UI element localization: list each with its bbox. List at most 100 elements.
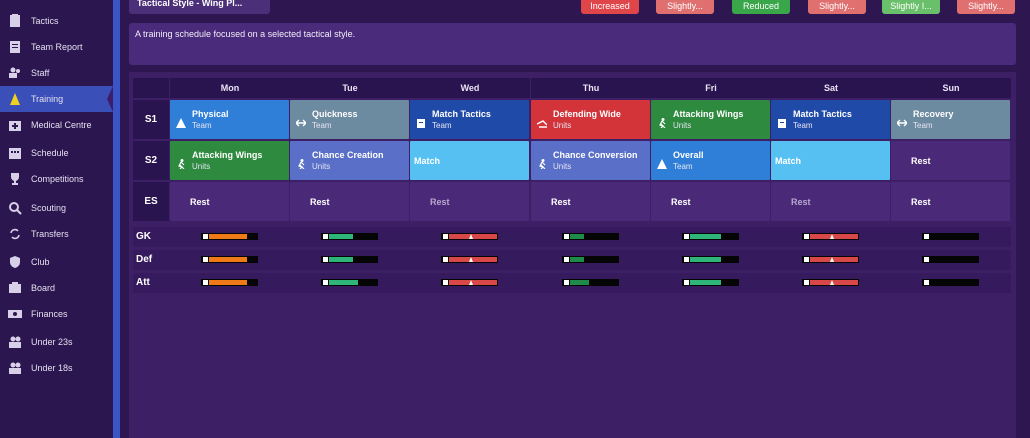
day-header-sun: Sun xyxy=(891,78,1011,98)
training-session-cell[interactable]: Physical Team xyxy=(170,100,289,139)
sidebar-item-tactics[interactable]: Tactics xyxy=(0,8,113,34)
extra-session-cell[interactable]: Rest xyxy=(410,182,529,221)
tactical-style-dropdown[interactable]: Tactical Style - Wing Pl... xyxy=(129,0,270,14)
runner-icon xyxy=(176,156,186,169)
training-session-cell[interactable]: Match Tactics Team xyxy=(771,100,890,139)
training-session-cell[interactable]: Attacking Wings Units xyxy=(651,100,770,139)
session-text: Attacking Wings Units xyxy=(673,109,743,130)
load-fill xyxy=(449,257,497,262)
load-fill xyxy=(570,234,584,239)
load-marker-icon xyxy=(684,234,689,239)
runner-icon xyxy=(296,156,306,169)
cone-icon xyxy=(8,92,22,106)
training-session-cell[interactable]: Rest xyxy=(891,141,1010,180)
session-text: Chance Creation Units xyxy=(312,150,384,171)
training-load-meter xyxy=(562,256,619,263)
sidebar-item-under-18s[interactable]: Under 18s xyxy=(0,355,113,381)
extra-session-cell[interactable]: Rest xyxy=(771,182,890,221)
row-header-s1: S1 xyxy=(133,100,169,139)
training-session-cell[interactable]: Recovery Team xyxy=(891,100,1010,139)
sidebar-item-label: Schedule xyxy=(31,148,69,158)
training-load-meter xyxy=(922,279,979,286)
sidebar-item-label: Competitions xyxy=(31,174,84,184)
intensity-pill[interactable]: Slightly I... xyxy=(882,0,940,14)
training-load-meter xyxy=(321,233,378,240)
sidebar-item-label: Medical Centre xyxy=(31,120,92,130)
sidebar-item-medical-centre[interactable]: Medical Centre xyxy=(0,112,113,138)
training-load-meter xyxy=(802,279,859,286)
load-marker-icon xyxy=(924,257,929,262)
session-focus: Team xyxy=(793,121,813,130)
sidebar-item-label: Club xyxy=(31,257,50,267)
sidebar-item-schedule[interactable]: Schedule xyxy=(0,140,113,166)
training-session-cell[interactable]: Defending Wide Units xyxy=(531,100,650,139)
tackle-icon xyxy=(536,115,548,128)
sidebar-item-finances[interactable]: Finances xyxy=(0,301,113,327)
sidebar-item-staff[interactable]: Staff xyxy=(0,60,113,86)
training-session-cell[interactable]: Attacking Wings Units xyxy=(170,141,289,180)
extra-session-cell[interactable]: Rest xyxy=(891,182,1010,221)
training-load-meter xyxy=(201,256,258,263)
training-load-meter xyxy=(201,279,258,286)
medical-icon xyxy=(8,118,22,132)
session-name: Match Tactics xyxy=(432,109,491,119)
session-name: Attacking Wings xyxy=(673,109,744,119)
sidebar-item-board[interactable]: Board xyxy=(0,275,113,301)
sidebar-item-team-report[interactable]: Team Report xyxy=(0,34,113,60)
sidebar-item-training[interactable]: Training xyxy=(0,86,113,112)
youth-icon xyxy=(8,361,22,375)
intensity-pill[interactable]: Slightly... xyxy=(656,0,714,14)
sidebar-item-competitions[interactable]: Competitions xyxy=(0,166,113,192)
load-row-label: Att xyxy=(136,277,150,288)
intensity-pill[interactable]: Slightly... xyxy=(957,0,1015,14)
session-name: Rest xyxy=(190,196,210,207)
intensity-pill[interactable]: Increased xyxy=(581,0,639,14)
load-fill xyxy=(810,257,858,262)
training-session-cell[interactable]: Chance Creation Units xyxy=(290,141,409,180)
sidebar-item-transfers[interactable]: Transfers xyxy=(0,221,113,247)
extra-session-cell[interactable]: Rest xyxy=(170,182,289,221)
training-session-cell[interactable]: Overall Team xyxy=(651,141,770,180)
sidebar-item-under-23s[interactable]: Under 23s xyxy=(0,329,113,355)
training-load-meter xyxy=(922,233,979,240)
sidebar-item-label: Under 23s xyxy=(31,337,73,347)
sidebar-item-scouting[interactable]: Scouting xyxy=(0,195,113,221)
extra-session-cell[interactable]: Rest xyxy=(651,182,770,221)
session-focus: Team xyxy=(913,121,933,130)
training-load-meter xyxy=(321,256,378,263)
training-session-cell[interactable]: Match xyxy=(771,141,890,180)
warning-icon xyxy=(469,280,473,285)
report-icon xyxy=(8,40,22,54)
load-marker-icon xyxy=(924,280,929,285)
trophy-icon xyxy=(8,172,22,186)
load-marker-icon xyxy=(564,234,569,239)
intensity-pill[interactable]: Slightly... xyxy=(808,0,866,14)
load-fill xyxy=(329,257,353,262)
training-session-cell[interactable]: Chance Conversion Units xyxy=(531,141,650,180)
session-text: Quickness Team xyxy=(312,109,358,130)
session-name: Rest xyxy=(430,196,450,207)
money-icon xyxy=(8,307,22,321)
sidebar-item-club[interactable]: Club xyxy=(0,249,113,275)
load-marker-icon xyxy=(564,257,569,262)
session-name: Chance Conversion xyxy=(553,150,638,160)
training-load-meter xyxy=(441,256,498,263)
training-session-cell[interactable]: Quickness Team xyxy=(290,100,409,139)
session-text: Overall Team xyxy=(673,150,704,171)
extra-session-cell[interactable]: Rest xyxy=(531,182,650,221)
training-session-cell[interactable]: Match xyxy=(410,141,529,180)
transfer-icon xyxy=(8,227,22,241)
training-load-meter xyxy=(682,256,739,263)
session-name: Rest xyxy=(551,196,571,207)
session-focus: Units xyxy=(553,121,572,130)
load-fill xyxy=(690,280,721,285)
warning-icon xyxy=(469,257,473,262)
intensity-pill[interactable]: Reduced xyxy=(732,0,790,14)
load-marker-icon xyxy=(804,280,809,285)
load-marker-icon xyxy=(684,280,689,285)
training-session-cell[interactable]: Match Tactics Team xyxy=(410,100,529,139)
extra-session-cell[interactable]: Rest xyxy=(290,182,409,221)
session-focus: Units xyxy=(553,162,572,171)
training-load-meter xyxy=(682,279,739,286)
session-name: Recovery xyxy=(913,109,954,119)
